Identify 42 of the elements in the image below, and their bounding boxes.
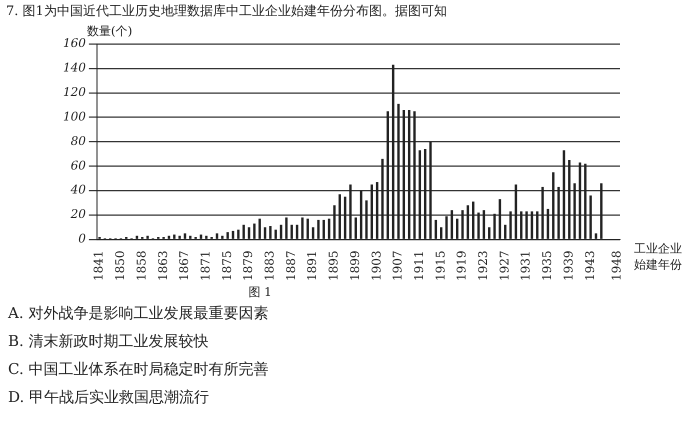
y-tick-label: 100 xyxy=(63,109,86,124)
y-tick-label: 80 xyxy=(70,134,86,148)
x-tick-label: 1858 xyxy=(134,250,148,282)
text: C. 中国工业体系在时局稳定时有所完善 xyxy=(7,360,270,380)
y-tick-label: 60 xyxy=(70,158,86,172)
text: A. 对外战争是影响工业发展最重要因素 xyxy=(6,304,270,324)
x-tick-label: 1871 xyxy=(198,250,212,282)
x-axis-title: 工业企业始建年份 xyxy=(634,242,682,272)
x-tick-label: 1911 xyxy=(412,250,426,282)
text: B. 清末新政时期工业发展较快 xyxy=(7,332,210,352)
x-tick-label: 1883 xyxy=(262,250,277,282)
x-tick-label: 1850 xyxy=(113,250,128,282)
x-tick-label: 1867 xyxy=(177,250,192,282)
x-tick-label: 1935 xyxy=(540,250,554,282)
x-tick-label: 1887 xyxy=(284,250,298,282)
chart-title: 7. 图1为中国近代工业历史地理数据库中工业企业始建年份分布图。据图可知 xyxy=(5,3,448,21)
x-tick-label: 1907 xyxy=(390,250,405,282)
x-tick-label: 1927 xyxy=(497,250,512,282)
x-tick-label: 1875 xyxy=(220,250,234,282)
text: D. 甲午战后实业救国思潮流行 xyxy=(7,388,210,408)
y-tick-label: 140 xyxy=(63,60,86,75)
x-tick-label: 1915 xyxy=(433,250,448,282)
caption: 图 1 xyxy=(247,284,273,301)
y-tick-label: 40 xyxy=(70,182,86,197)
x-tick-label: 1919 xyxy=(454,250,469,282)
y-tick-label: 20 xyxy=(70,207,86,222)
x-tick-label: 1891 xyxy=(305,250,320,282)
y-tick-label: 160 xyxy=(63,36,86,50)
x-tick-label: 1899 xyxy=(348,250,362,282)
y-tick-label: 120 xyxy=(63,84,86,99)
x-tick-label: 1948 xyxy=(609,250,624,282)
x-tick-label: 1879 xyxy=(241,250,256,282)
x-tick-label: 1903 xyxy=(369,250,384,282)
y-axis-title: 数量(个) xyxy=(86,24,132,38)
x-tick-label: 1895 xyxy=(326,250,341,282)
x-tick-label: 1943 xyxy=(582,250,597,282)
x-tick-label: 1931 xyxy=(518,250,533,282)
y-tick-label: 0 xyxy=(78,232,86,246)
x-tick-label: 1923 xyxy=(476,250,490,282)
x-tick-label: 1863 xyxy=(156,250,170,282)
x-tick-label: 1939 xyxy=(561,250,576,282)
x-tick-label: 1841 xyxy=(92,250,106,282)
